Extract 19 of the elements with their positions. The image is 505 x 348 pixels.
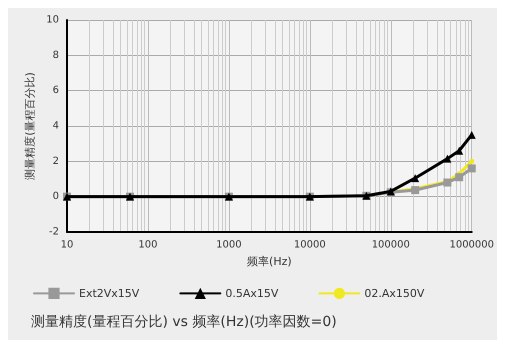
x-tick-label: 100000 xyxy=(372,240,410,250)
x-tick-label: 100 xyxy=(138,240,158,250)
text: 测量精度(量程百分比) vs 频率(Hz)(功率因数=0) xyxy=(31,314,337,330)
y-axis-title: 测量精度(量程百分比) xyxy=(23,72,36,180)
x-tick-label: 10 xyxy=(60,240,74,250)
x-tick-label: 1000000 xyxy=(449,240,494,250)
y-tick-label: 2 xyxy=(52,156,59,167)
x-tick-label: 1000 xyxy=(216,240,242,250)
y-tick-label: 8 xyxy=(52,50,59,61)
legend-label: 02.Ax150V xyxy=(364,286,425,300)
legend-label: 0.5Ax15V xyxy=(225,286,279,300)
y-tick-label: 6 xyxy=(52,85,59,96)
y-tick-label: 10 xyxy=(46,14,59,26)
x-tick-label: 10000 xyxy=(294,240,326,250)
y-tick-label: 4 xyxy=(52,120,59,132)
y-tick-label: -2 xyxy=(49,226,59,238)
x-axis-title: 频率(Hz) xyxy=(247,255,292,268)
y-tick-label: 0 xyxy=(52,191,59,202)
legend-label: Ext2Vx15V xyxy=(79,286,140,300)
